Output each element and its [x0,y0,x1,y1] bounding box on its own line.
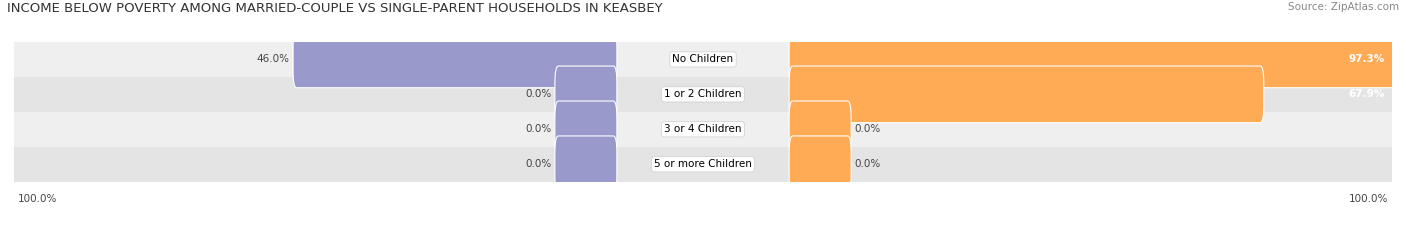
Text: 46.0%: 46.0% [257,55,290,64]
FancyBboxPatch shape [789,66,1264,123]
Text: INCOME BELOW POVERTY AMONG MARRIED-COUPLE VS SINGLE-PARENT HOUSEHOLDS IN KEASBEY: INCOME BELOW POVERTY AMONG MARRIED-COUPL… [7,2,662,15]
Text: 0.0%: 0.0% [526,89,551,99]
Text: 1 or 2 Children: 1 or 2 Children [664,89,742,99]
FancyBboxPatch shape [789,31,1406,88]
Text: 3 or 4 Children: 3 or 4 Children [664,124,742,134]
FancyBboxPatch shape [555,66,617,123]
Text: 67.9%: 67.9% [1348,89,1385,99]
FancyBboxPatch shape [292,31,617,88]
Text: 0.0%: 0.0% [526,159,551,169]
Text: 97.3%: 97.3% [1348,55,1385,64]
Text: 5 or more Children: 5 or more Children [654,159,752,169]
Bar [14,77,1392,112]
Text: 0.0%: 0.0% [855,124,880,134]
FancyBboxPatch shape [555,101,617,158]
Text: No Children: No Children [672,55,734,64]
Bar [14,42,1392,77]
Bar [14,112,1392,147]
Text: 100.0%: 100.0% [17,194,56,204]
FancyBboxPatch shape [555,136,617,192]
Text: 0.0%: 0.0% [855,159,880,169]
Bar [14,147,1392,182]
FancyBboxPatch shape [789,136,851,192]
FancyBboxPatch shape [789,101,851,158]
Text: 0.0%: 0.0% [526,124,551,134]
Text: 100.0%: 100.0% [1350,194,1389,204]
Text: Source: ZipAtlas.com: Source: ZipAtlas.com [1288,2,1399,12]
